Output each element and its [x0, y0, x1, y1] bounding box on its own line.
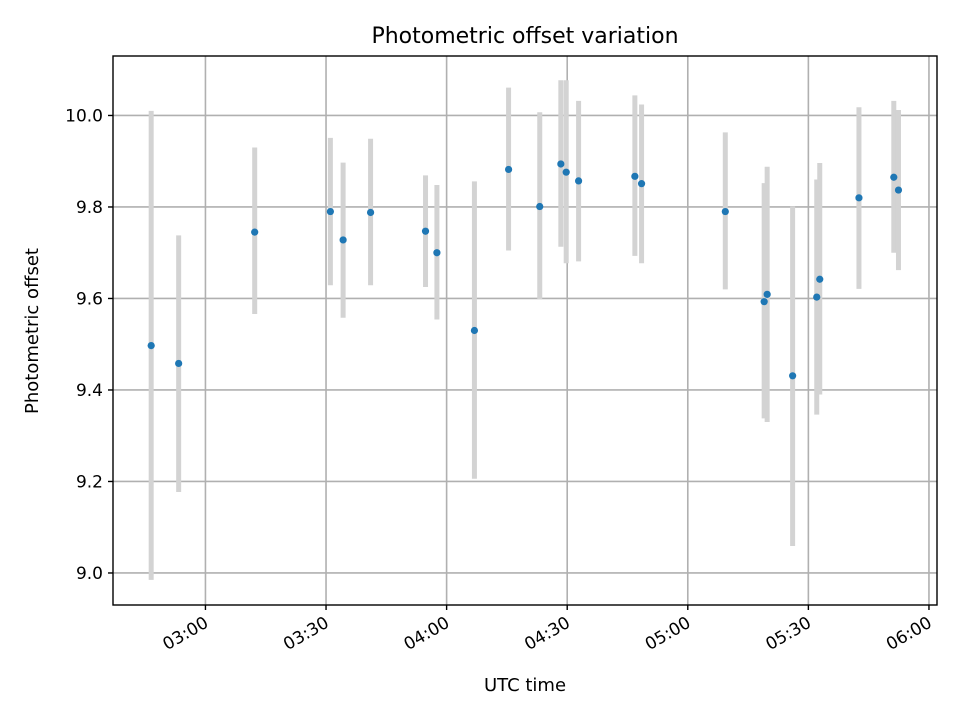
data-point	[574, 177, 583, 185]
errorbar-layer	[148, 80, 901, 580]
data-point	[789, 372, 797, 380]
y-axis-label: Photometric offset	[22, 248, 43, 414]
data-point	[721, 207, 729, 216]
point-layer	[147, 160, 903, 380]
data-point	[894, 186, 903, 194]
data-point	[175, 359, 183, 368]
data-point	[855, 194, 863, 202]
data-point	[366, 208, 375, 217]
x-tick-label: 06:00	[883, 613, 935, 655]
data-point	[433, 249, 441, 257]
y-tick-label: 9.0	[76, 564, 103, 584]
x-tick-label: 03:30	[280, 613, 332, 655]
data-point	[421, 227, 430, 235]
data-point	[637, 180, 646, 188]
data-point	[562, 168, 570, 176]
data-point	[536, 202, 544, 211]
grid-layer	[113, 56, 937, 605]
y-tick-label: 9.2	[76, 472, 103, 492]
data-point	[251, 228, 259, 236]
y-tick-label: 9.6	[76, 289, 103, 309]
x-tick-label: 04:00	[401, 613, 453, 655]
data-point	[470, 326, 479, 335]
data-point	[147, 341, 155, 350]
data-point	[504, 165, 513, 174]
data-point	[890, 173, 898, 181]
data-point	[631, 172, 639, 180]
data-point	[763, 290, 771, 298]
x-tick-label: 05:00	[642, 613, 694, 655]
y-tick-label: 9.8	[76, 198, 103, 218]
data-point	[813, 293, 821, 301]
x-tick-label: 04:30	[521, 613, 573, 655]
x-tick-label: 03:00	[160, 613, 212, 655]
data-point	[339, 236, 347, 244]
x-axis-label: UTC time	[484, 675, 566, 696]
data-point	[816, 275, 824, 283]
plot-frame	[112, 55, 938, 606]
data-point	[326, 207, 334, 216]
x-tick-label: 05:30	[762, 613, 814, 655]
y-tick-label: 10.0	[65, 106, 103, 126]
y-tick-label: 9.4	[76, 381, 103, 401]
data-point	[760, 298, 768, 306]
chart-title: Photometric offset variation	[371, 24, 678, 49]
data-point	[557, 160, 565, 168]
